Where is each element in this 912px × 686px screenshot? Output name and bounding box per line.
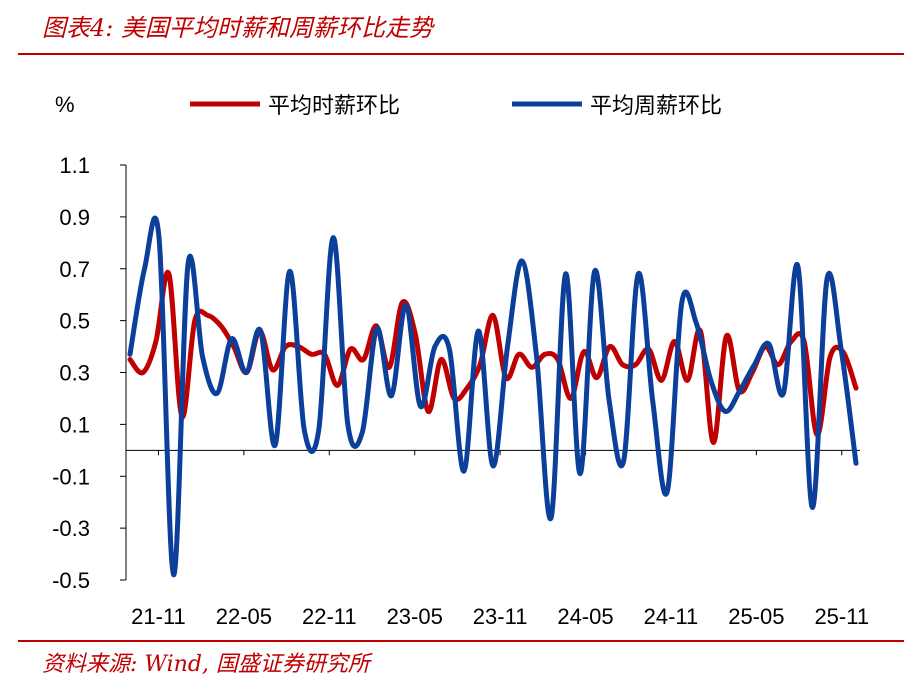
y-tick-label: -0.5	[52, 568, 90, 593]
legend-label-hourly: 平均时薪环比	[268, 94, 400, 119]
x-tick-label: 22-11	[302, 604, 357, 629]
y-tick-label: -0.3	[52, 516, 90, 541]
title-rule	[18, 53, 904, 55]
chart-legend: 平均时薪环比 平均周薪环比	[190, 94, 722, 119]
y-tick-label: -0.1	[52, 464, 90, 489]
chart-axes: 1.1 0.9 0.7 0.5 0.3 0.1 -0.1 -0.3 -0.5 21-11 22-05…	[52, 153, 869, 629]
x-tick-label: 24-05	[557, 604, 613, 629]
y-tick-label: 0.9	[59, 205, 90, 230]
legend-label-weekly: 平均周薪环比	[590, 94, 722, 119]
x-tick-label: 22-05	[216, 604, 272, 629]
x-tick-label: 21-11	[131, 604, 186, 629]
x-tick-label: 25-11	[814, 604, 869, 629]
y-tick-label: 0.1	[59, 412, 90, 437]
series-layer	[127, 215, 859, 578]
series-line-weekly	[127, 215, 859, 578]
source-note: 资料来源: Wind, 国盛证券研究所	[42, 652, 370, 677]
y-unit-label: %	[55, 92, 75, 117]
y-tick-label: 1.1	[59, 153, 90, 178]
y-tick-label: 0.3	[59, 361, 90, 386]
figure-title: 图表4: 美国平均时薪和周薪环比走势	[42, 14, 433, 42]
x-tick-label: 24-11	[644, 604, 699, 629]
footer-rule	[18, 640, 904, 642]
x-tick-label: 25-05	[728, 604, 784, 629]
x-tick-label: 23-05	[387, 604, 443, 629]
y-tick-label: 0.5	[59, 309, 90, 334]
x-tick-label: 23-11	[473, 604, 528, 629]
y-tick-label: 0.7	[59, 257, 90, 282]
